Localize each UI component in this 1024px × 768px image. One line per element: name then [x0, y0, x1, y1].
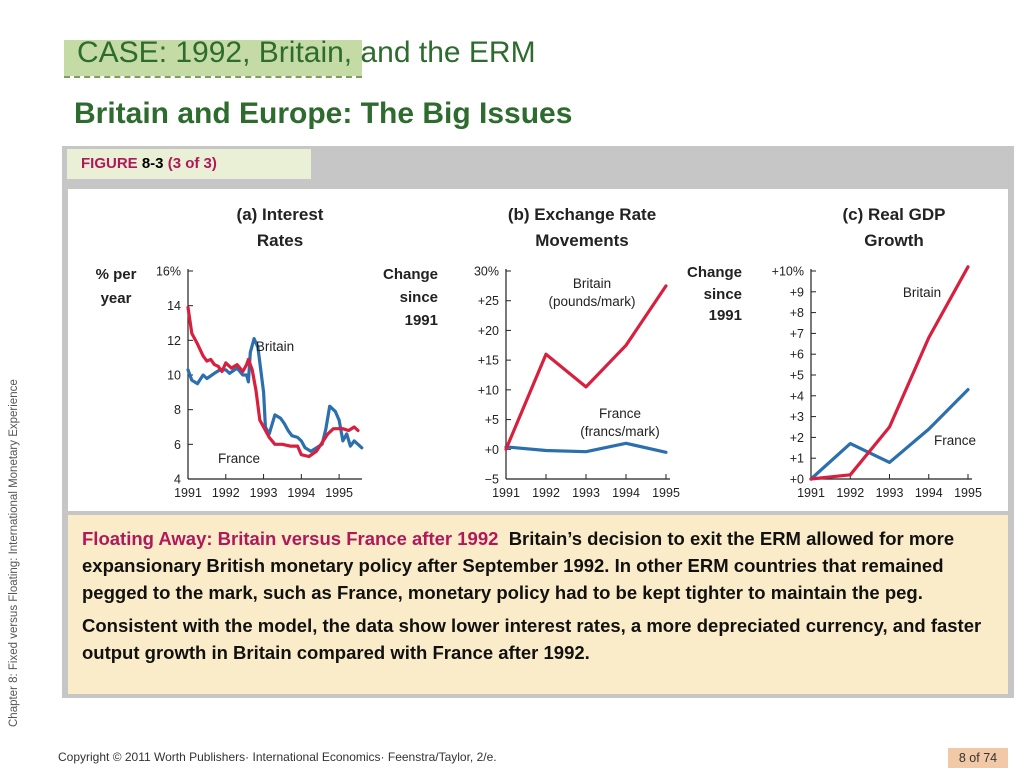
panel-c-y-tick-label: +0 — [790, 473, 804, 487]
caption-text-1: Britain’s decision to exit the ERM allow… — [82, 528, 955, 603]
figure-number: 8-3 — [141, 155, 164, 172]
panel-b-britain-label: (pounds/mark) — [548, 294, 635, 309]
figure-word: FIGURE — [81, 155, 138, 172]
panel-b-title-line1: (b) Exchange Rate — [508, 205, 656, 224]
panel-a-title-line1: (a) Interest — [237, 205, 324, 224]
panel-b-ylabel-line3: 1991 — [405, 312, 438, 329]
panel-a-britain-label: Britain — [256, 339, 294, 354]
caption-box: Floating Away: Britain versus France aft… — [68, 515, 1008, 694]
panel-c: (c) Real GDP Growth Change since 1991 — [687, 205, 946, 324]
panel-b-france-label: (francs/mark) — [580, 424, 660, 439]
caption-text-2: Consistent with the model, the data show… — [82, 615, 982, 663]
title-highlight — [64, 40, 362, 76]
panel-c-x-tick-label: 1995 — [954, 486, 982, 500]
chapter-side-label: Chapter 8: Fixed versus Floating: Intern… — [8, 379, 20, 727]
panel-b-britain-line — [504, 284, 668, 451]
panel-c-y-tick-label: +6 — [790, 348, 804, 362]
panel-c-ylabel-line2: since — [704, 286, 742, 303]
panel-b-y-tick-label: +0 — [485, 443, 499, 457]
caption-paragraph-1: Floating Away: Britain versus France aft… — [82, 525, 994, 606]
panel-c-ylabel-line1: Change — [687, 264, 742, 281]
panel-b: (b) Exchange Rate Movements Change since… — [383, 205, 656, 329]
panel-b-y-tick-label: 30% — [474, 265, 499, 279]
slide-title: CASE: 1992, Britain, and the ERM — [77, 36, 536, 69]
panel-c-y-tick-label: +10% — [772, 265, 804, 279]
panel-c-y-tick-label: +4 — [790, 389, 804, 403]
panel-b-y-tick-label: +15 — [478, 354, 499, 368]
slide-subtitle: Britain and Europe: The Big Issues — [74, 97, 573, 130]
panel-a-y-tick-label: 6 — [174, 438, 181, 452]
panel-a-y-tick-label: 12 — [167, 334, 181, 348]
panel-b-britain-label: Britain — [573, 276, 611, 291]
title-underline — [64, 76, 362, 78]
panel-a-france-line — [186, 337, 364, 453]
panel-b-france-label: France — [599, 406, 641, 421]
panel-c-title-line1: (c) Real GDP — [843, 205, 946, 224]
page-number: 8 of 74 — [948, 748, 1008, 768]
panel-c-france-line — [809, 388, 970, 481]
panel-b-y-tick-label: −5 — [485, 473, 499, 487]
panel-c-y-tick-label: +1 — [790, 452, 804, 466]
panel-a-title-line2: Rates — [257, 231, 303, 250]
panel-c-y-tick-label: +5 — [790, 369, 804, 383]
panel-a-ylabel-line1: % per — [96, 266, 137, 283]
panel-c-x-tick-label: 1992 — [836, 486, 864, 500]
panel-c-y-tick-label: +7 — [790, 327, 804, 341]
panel-a-y-tick-label: 10 — [167, 369, 181, 383]
copyright-footer: Copyright © 2011 Worth Publishers· Inter… — [58, 750, 497, 764]
panel-b-x-tick-label: 1991 — [492, 486, 520, 500]
figure-tab: FIGURE 8-3 (3 of 3) — [67, 149, 311, 179]
panel-c-france-label: France — [934, 433, 976, 448]
panel-a-france-label: France — [218, 451, 260, 466]
caption-heading: Floating Away: Britain versus France aft… — [82, 528, 499, 549]
panel-b-title-line2: Movements — [535, 231, 629, 250]
panel-a-y-tick-label: 14 — [167, 299, 181, 313]
panel-a-y-tick-label: 4 — [174, 473, 181, 487]
panel-c-y-tick-label: +9 — [790, 285, 804, 299]
panel-c-y-tick-label: +2 — [790, 431, 804, 445]
panel-a-x-tick-label: 1992 — [212, 486, 240, 500]
panel-c-ylabel-line3: 1991 — [709, 307, 742, 324]
panel-a-x-tick-label: 1993 — [250, 486, 278, 500]
panel-c-x-tick-label: 1994 — [915, 486, 943, 500]
panel-b-y-tick-label: +25 — [478, 294, 499, 308]
panel-a-x-tick-label: 1995 — [325, 486, 353, 500]
panel-a: (a) Interest Rates % per year — [96, 205, 324, 307]
panel-b-y-tick-label: +20 — [478, 324, 499, 338]
panel-b-x-tick-label: 1994 — [612, 486, 640, 500]
panel-b-x-tick-label: 1993 — [572, 486, 600, 500]
panel-c-x-tick-label: 1993 — [876, 486, 904, 500]
panel-a-x-tick-label: 1991 — [174, 486, 202, 500]
panel-b-ylabel-line2: since — [400, 289, 438, 306]
figure-part: (3 of 3) — [167, 155, 217, 172]
panel-a-y-tick-label: 16% — [156, 265, 181, 279]
panel-b-y-tick-label: +5 — [485, 413, 499, 427]
panel-b-france-line — [504, 441, 668, 454]
panel-c-y-tick-label: +8 — [790, 306, 804, 320]
panel-a-britain-line — [186, 305, 360, 459]
panel-b-ylabel-line1: Change — [383, 266, 438, 283]
panel-c-x-tick-label: 1991 — [797, 486, 825, 500]
panel-c-britain-label: Britain — [903, 285, 941, 300]
panel-b-x-tick-label: 1995 — [652, 486, 680, 500]
panel-a-ylabel-line2: year — [101, 290, 132, 307]
panel-b-y-tick-label: +10 — [478, 383, 499, 397]
panel-c-britain-line — [809, 265, 970, 481]
panel-a-x-tick-label: 1994 — [287, 486, 315, 500]
panel-c-title-line2: Growth — [864, 231, 924, 250]
panel-b-x-tick-label: 1992 — [532, 486, 560, 500]
panel-c-y-tick-label: +3 — [790, 410, 804, 424]
caption-paragraph-2: Consistent with the model, the data show… — [82, 612, 994, 666]
charts-svg: (a) Interest Rates % per year (b) Exchan… — [96, 205, 982, 500]
panel-a-y-tick-label: 8 — [174, 403, 181, 417]
chart-panel: (a) Interest Rates % per year (b) Exchan… — [68, 189, 1008, 511]
